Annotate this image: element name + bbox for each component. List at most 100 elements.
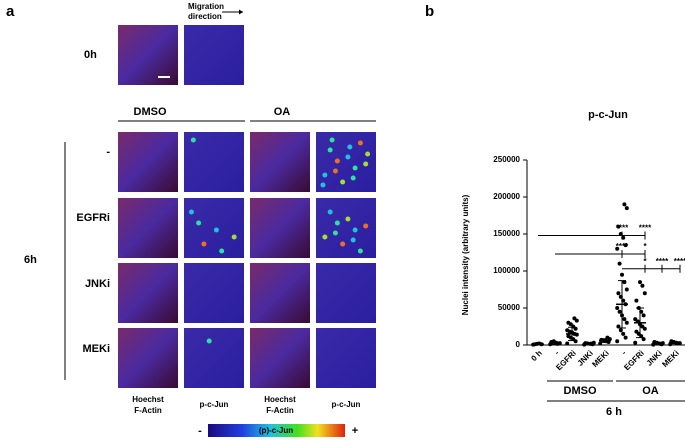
column-label: Hoechst <box>132 395 164 404</box>
nucleus <box>188 209 194 215</box>
data-point <box>565 328 570 333</box>
column-label: F-Actin <box>266 406 294 415</box>
nucleus <box>350 237 356 243</box>
significance-label: **** <box>616 224 629 233</box>
data-point <box>624 287 629 292</box>
image <box>184 263 244 323</box>
panel-label: a <box>6 3 15 20</box>
nucleus <box>345 154 351 160</box>
y-tick-label: 100000 <box>493 266 520 275</box>
y-tick-label: 0 <box>516 340 521 349</box>
annotation: direction <box>188 12 222 21</box>
x-tick-label: MEKi <box>660 349 681 370</box>
image <box>118 132 178 192</box>
panel-a: a 0h Migration direction DMSO OA 6h - EG… <box>6 2 376 437</box>
significance-label: * <box>643 257 647 266</box>
row-label: JNKi <box>85 278 110 290</box>
nucleus <box>206 338 212 344</box>
y-axis-label: Nuclei intensity (arbitrary units) <box>461 194 470 315</box>
significance-label: **** <box>674 257 685 266</box>
panel-label: b <box>425 3 434 20</box>
image <box>184 198 244 258</box>
data-point <box>633 340 638 345</box>
data-point <box>633 317 638 322</box>
nucleus <box>196 220 202 226</box>
nucleus <box>334 158 340 164</box>
data-point <box>617 309 622 314</box>
image <box>250 198 310 258</box>
y-tick-label: 50000 <box>498 303 521 312</box>
image <box>118 198 178 258</box>
nucleus <box>213 227 219 233</box>
data-point <box>634 329 639 334</box>
time-label: 6h <box>24 254 37 266</box>
x-tick-label: EGFRi <box>622 349 646 373</box>
data-point <box>615 339 620 344</box>
x-tick-label: JNKi <box>645 349 664 368</box>
data-point <box>566 320 571 325</box>
nucleus <box>327 147 333 153</box>
group-label: DMSO <box>564 385 597 397</box>
column-label: F-Actin <box>134 406 162 415</box>
image <box>250 328 310 388</box>
nucleus <box>327 209 333 215</box>
data-point <box>642 291 647 296</box>
row-label: - <box>106 146 110 158</box>
image <box>250 263 310 323</box>
image <box>184 25 244 85</box>
data-point <box>624 206 629 211</box>
data-point <box>572 316 577 321</box>
nucleus <box>201 241 207 247</box>
data-point <box>617 261 622 266</box>
significance-label: * <box>643 242 647 251</box>
group-label: 6 h <box>606 406 622 418</box>
image <box>118 25 178 85</box>
column-label: p-c-Jun <box>332 400 361 409</box>
colorbar-label: - <box>198 425 202 437</box>
row-label: MEKi <box>83 343 111 355</box>
nucleus <box>345 216 351 222</box>
chart-title: p-c-Jun <box>588 109 628 121</box>
data-point <box>640 283 645 288</box>
nucleus <box>219 248 225 254</box>
nucleus <box>350 175 356 181</box>
data-point <box>618 328 623 333</box>
annotation: Migration <box>188 2 224 11</box>
data-point <box>622 317 627 322</box>
group-label: OA <box>642 385 659 397</box>
data-point <box>634 298 639 303</box>
nucleus <box>332 230 338 236</box>
data-point <box>565 341 570 346</box>
x-tick-label: - <box>553 348 561 356</box>
y-tick-label: 200000 <box>493 192 520 201</box>
nucleus <box>357 248 363 254</box>
nucleus <box>352 227 358 233</box>
image <box>118 328 178 388</box>
header: OA <box>274 106 291 118</box>
colorbar-label: + <box>352 425 358 437</box>
nucleus <box>347 144 353 150</box>
colorbar <box>208 424 345 437</box>
significance-label: **** <box>639 224 652 233</box>
data-point <box>621 331 626 336</box>
image <box>316 328 376 388</box>
nucleus <box>340 241 346 247</box>
y-tick-label: 250000 <box>493 155 520 164</box>
nucleus <box>231 234 237 240</box>
y-tick-label: 150000 <box>493 229 520 238</box>
nucleus <box>340 179 346 185</box>
data-point <box>641 313 646 318</box>
nucleus <box>365 151 371 157</box>
header: DMSO <box>134 106 167 118</box>
image <box>118 263 178 323</box>
image <box>316 263 376 323</box>
data-point <box>616 224 621 229</box>
data-point <box>623 243 628 248</box>
scale-bar <box>158 76 170 78</box>
nucleus <box>352 165 358 171</box>
colorbar-label: (p)-c-Jun <box>259 426 293 435</box>
nucleus <box>332 168 338 174</box>
nucleus <box>363 223 369 229</box>
column-label: Hoechst <box>264 395 296 404</box>
image <box>184 328 244 388</box>
